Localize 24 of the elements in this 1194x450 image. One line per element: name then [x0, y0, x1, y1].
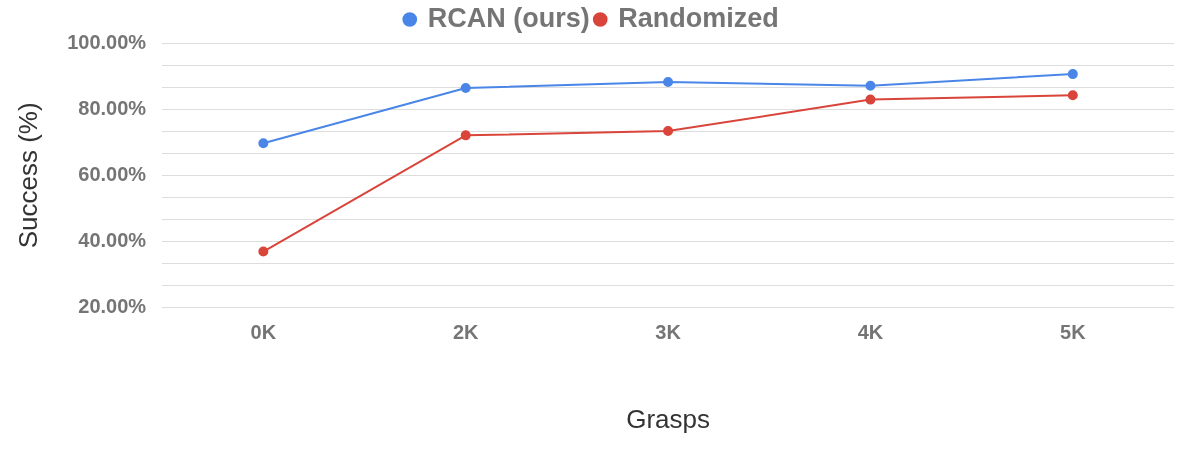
point	[865, 80, 876, 91]
x-tick-label: 2K	[452, 321, 480, 344]
x-tick-label: 4K	[857, 321, 884, 344]
legend-label: Randomized	[618, 2, 779, 33]
x-tick-label: 0K	[250, 321, 277, 344]
point	[460, 83, 471, 94]
y-tick-label: 40.00%	[78, 229, 147, 252]
point	[460, 130, 471, 141]
y-tick-label: 100.00%	[67, 30, 147, 53]
point	[1067, 90, 1078, 101]
x-tick-label: 3K	[655, 321, 682, 344]
y-tick-label: 60.00%	[78, 162, 147, 185]
y-axis-title: Success (%)	[12, 102, 43, 249]
point	[663, 126, 674, 137]
point	[1067, 69, 1078, 80]
x-tick-label: 5K	[1060, 321, 1087, 344]
point	[663, 77, 674, 88]
legend-label: RCAN (ours)	[427, 2, 590, 33]
point	[258, 138, 269, 149]
y-tick-label: 20.00%	[78, 295, 147, 318]
x-axis-title: Grasps	[626, 403, 710, 434]
y-tick-label: 80.00%	[78, 96, 147, 119]
point	[258, 246, 269, 257]
point	[865, 94, 876, 105]
